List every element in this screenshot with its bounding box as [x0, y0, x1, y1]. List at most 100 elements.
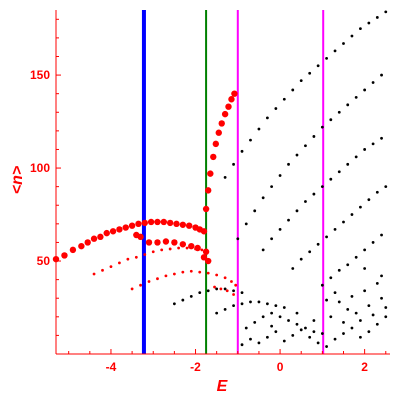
data-point-series-2 [189, 269, 193, 273]
data-point-series-3 [291, 88, 295, 92]
data-point-series-3 [359, 27, 362, 30]
data-point-series-1 [69, 246, 77, 254]
data-point-series-3 [342, 332, 345, 335]
data-point-series-3 [240, 302, 244, 306]
data-point-series-3 [172, 302, 176, 306]
data-point-series-3 [346, 307, 350, 311]
data-point-series-3 [363, 267, 367, 270]
data-point-series-1 [205, 257, 212, 265]
data-point-series-3 [299, 79, 303, 83]
data-point-series-3 [329, 177, 333, 181]
data-point-series-2 [130, 287, 134, 291]
data-point-series-3 [274, 330, 278, 334]
data-point-series-3 [270, 324, 274, 328]
data-point-series-2 [213, 285, 216, 289]
data-point-series-3 [346, 103, 350, 107]
data-point-series-3 [240, 291, 244, 295]
data-point-series-3 [342, 320, 345, 324]
y-tick-label: 150 [30, 68, 50, 82]
data-point-series-2 [185, 246, 189, 250]
data-point-series-2 [139, 283, 142, 287]
data-point-series-3 [270, 237, 274, 241]
data-point-series-2 [134, 255, 138, 259]
data-point-series-1 [231, 90, 238, 97]
data-point-series-3 [261, 315, 265, 319]
data-point-series-3 [257, 300, 261, 304]
data-point-series-1 [221, 110, 229, 118]
data-point-series-3 [359, 205, 362, 209]
data-point-series-3 [350, 294, 354, 298]
data-point-series-2 [206, 271, 210, 275]
x-tick-label: 0 [277, 360, 284, 374]
data-point-series-3 [287, 319, 290, 322]
data-point-series-3 [325, 345, 328, 348]
data-point-series-2 [118, 261, 121, 265]
data-point-series-3 [380, 233, 383, 237]
data-point-series-3 [380, 136, 383, 140]
data-point-series-1 [135, 220, 142, 228]
data-point-series-3 [333, 49, 337, 53]
data-point-series-3 [223, 307, 227, 311]
data-point-series-1 [166, 219, 174, 227]
data-point-series-3 [337, 268, 341, 272]
data-point-series-2 [151, 250, 155, 254]
data-point-series-3 [337, 110, 341, 114]
data-point-series-2 [168, 247, 172, 251]
data-point-series-3 [375, 190, 379, 194]
data-point-series-1 [97, 233, 104, 241]
data-point-series-3 [354, 255, 358, 259]
data-point-series-3 [337, 170, 341, 174]
data-point-series-2 [230, 280, 233, 283]
data-point-series-3 [312, 135, 316, 138]
data-point-series-3 [363, 289, 367, 293]
data-point-series-3 [375, 16, 379, 19]
data-point-series-3 [287, 218, 290, 222]
data-point-series-1 [109, 228, 117, 235]
data-point-series-1 [137, 233, 144, 241]
data-point-series-3 [363, 248, 367, 252]
data-point-series-3 [359, 335, 362, 339]
data-point-series-1 [179, 221, 187, 228]
data-point-series-1 [154, 239, 161, 246]
data-point-series-3 [278, 174, 282, 177]
y-tick-label: 50 [37, 254, 51, 268]
data-point-series-3 [371, 241, 375, 244]
data-point-series-1 [185, 222, 193, 229]
data-point-series-3 [371, 313, 375, 317]
data-point-series-3 [223, 175, 227, 179]
data-point-series-1 [218, 120, 225, 127]
data-point-series-3 [350, 34, 354, 38]
x-tick-label: -4 [106, 360, 117, 374]
data-point-series-1 [207, 170, 214, 177]
data-point-series-3 [337, 300, 341, 304]
data-point-series-1 [122, 224, 129, 231]
data-point-series-3 [282, 306, 286, 309]
data-point-series-1 [84, 239, 91, 246]
data-point-series-2 [177, 246, 181, 250]
axes [55, 10, 390, 355]
data-point-series-3 [299, 328, 303, 332]
data-point-series-3 [295, 322, 299, 326]
data-point-series-3 [380, 73, 383, 77]
data-point-series-2 [215, 273, 219, 277]
data-point-series-3 [384, 185, 388, 189]
y-axis-title: <n> [9, 166, 26, 194]
data-point-series-2 [164, 274, 168, 278]
data-point-series-1 [212, 140, 220, 148]
data-point-series-3 [380, 274, 383, 278]
data-point-series-3 [320, 332, 324, 335]
data-point-series-1 [210, 153, 217, 161]
data-point-series-3 [287, 162, 290, 166]
data-point-series-3 [333, 337, 337, 341]
data-point-series-1 [173, 220, 180, 228]
data-point-series-3 [270, 311, 274, 315]
data-point-series-1 [141, 219, 148, 227]
data-point-series-3 [270, 185, 274, 189]
data-point-series-1 [215, 129, 222, 136]
data-point-series-1 [61, 252, 68, 259]
data-point-series-3 [253, 320, 257, 324]
data-point-series-1 [154, 218, 161, 226]
data-point-series-1 [200, 228, 208, 235]
data-point-series-2 [234, 283, 238, 287]
